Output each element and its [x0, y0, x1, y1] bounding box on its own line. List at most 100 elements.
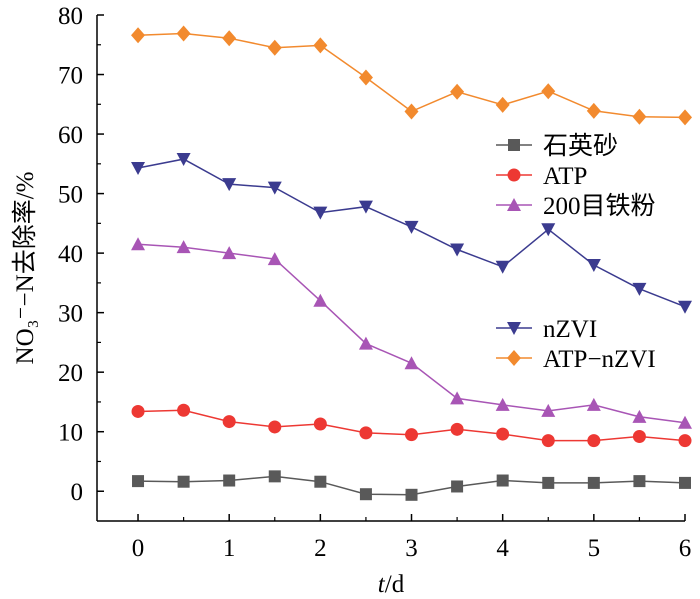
y-tick-label: 40 — [58, 241, 83, 268]
legend-marker — [507, 322, 521, 335]
y-tick-label: 60 — [58, 122, 83, 149]
data-point — [451, 480, 464, 493]
data-point — [541, 83, 556, 100]
data-point — [542, 476, 555, 489]
x-tick-label: 1 — [223, 535, 236, 562]
data-point — [495, 260, 510, 274]
series-5 — [131, 25, 692, 126]
data-point — [587, 434, 601, 448]
y-tick-label: 20 — [58, 360, 83, 387]
data-point — [222, 246, 237, 260]
data-point — [131, 237, 146, 251]
series-line — [137, 243, 686, 424]
series-layer — [131, 25, 692, 501]
data-point — [678, 415, 692, 429]
series-2 — [131, 403, 692, 448]
y-axis-title: NO₃⁻−N去除率/% — [11, 172, 39, 365]
data-point — [267, 39, 282, 56]
data-point — [633, 475, 646, 488]
legend-marker — [507, 198, 521, 211]
legend-item: ATP — [496, 163, 587, 190]
data-point — [176, 240, 191, 254]
data-point — [678, 434, 692, 448]
legend-label: 石英砂 — [543, 132, 618, 160]
data-point — [223, 474, 236, 487]
data-point — [176, 153, 191, 167]
data-point — [586, 259, 601, 273]
x-tick-label: 5 — [588, 535, 601, 562]
data-point — [267, 252, 282, 266]
data-point — [222, 415, 236, 429]
y-tick-label: 30 — [58, 301, 83, 328]
legend-item: ATP−nZVI — [496, 346, 656, 373]
x-tick-label: 2 — [314, 535, 327, 562]
y-tick-label: 50 — [58, 182, 83, 209]
data-point — [222, 178, 237, 192]
data-point — [131, 161, 146, 175]
data-point — [359, 426, 373, 440]
x-axis-title-variable: t — [378, 571, 386, 598]
series-3 — [131, 237, 692, 429]
data-point — [314, 475, 327, 488]
data-point — [496, 427, 510, 441]
data-point — [405, 428, 419, 442]
data-point — [586, 397, 601, 411]
x-tick-label: 4 — [496, 535, 509, 562]
data-point — [541, 223, 556, 237]
data-point — [131, 27, 146, 44]
series-4 — [131, 153, 692, 314]
data-point — [131, 404, 145, 418]
data-point — [222, 30, 237, 47]
data-point — [632, 282, 647, 296]
data-point — [358, 336, 373, 350]
y-tick-label: 70 — [58, 63, 83, 90]
legend-marker — [507, 168, 521, 182]
data-point — [450, 83, 465, 100]
data-point — [177, 403, 191, 417]
data-point — [405, 488, 418, 501]
data-point — [450, 243, 465, 257]
data-point — [632, 409, 647, 423]
data-point — [541, 403, 556, 417]
data-point — [313, 293, 328, 307]
data-point — [177, 475, 190, 488]
data-point — [679, 476, 691, 489]
data-point — [132, 475, 145, 488]
data-point — [586, 102, 601, 119]
data-point — [678, 300, 692, 314]
data-point — [495, 397, 510, 411]
data-point — [268, 470, 281, 483]
data-point — [678, 109, 692, 126]
data-point — [450, 422, 464, 436]
axes — [96, 15, 685, 522]
data-point — [495, 96, 510, 113]
data-point — [313, 417, 327, 431]
data-point — [404, 356, 419, 370]
data-point — [404, 220, 419, 234]
series-1 — [132, 470, 691, 501]
data-point — [176, 25, 191, 42]
legend-item: 石英砂 — [496, 132, 618, 160]
data-point — [359, 488, 372, 501]
x-tick-label: 0 — [132, 535, 145, 562]
data-point — [313, 206, 328, 220]
legend-label: 200目铁粉 — [543, 192, 656, 220]
y-tick-label: 0 — [71, 479, 84, 506]
x-axis-title: t/d — [378, 571, 405, 598]
data-point — [541, 434, 555, 448]
data-point — [450, 391, 465, 405]
data-point — [632, 429, 646, 443]
legend-label: ATP — [543, 163, 587, 190]
data-point — [404, 103, 419, 120]
legend-marker — [507, 350, 521, 366]
x-axis-title-unit: /d — [385, 571, 405, 598]
data-point — [358, 200, 373, 214]
x-tick-label: 3 — [405, 535, 418, 562]
y-tick-label: 80 — [58, 3, 83, 30]
data-point — [358, 69, 373, 86]
legend-label: ATP−nZVI — [543, 346, 656, 373]
data-point — [313, 37, 328, 54]
